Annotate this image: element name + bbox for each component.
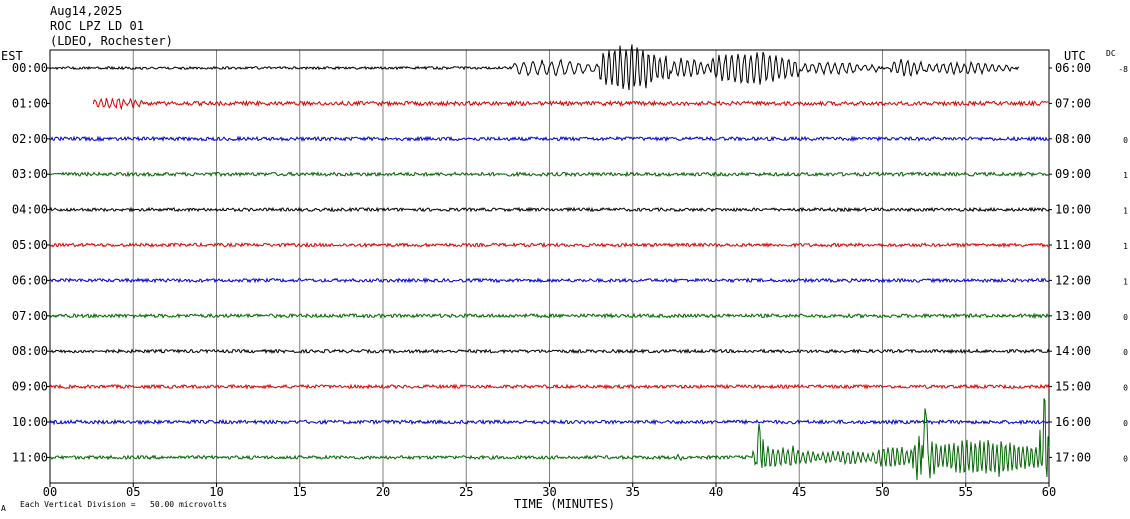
dc-value: 0 [1123,419,1128,428]
utc-label: 11:00 [1055,238,1091,252]
est-label: 01:00 [12,96,48,110]
x-tick-label: 05 [126,485,140,499]
x-tick-label: 55 [959,485,973,499]
est-label: 10:00 [12,415,48,429]
trace-0800 [49,348,1050,355]
x-axis-title: TIME (MINUTES) [514,497,615,511]
traces [49,44,1050,481]
est-label: 07:00 [12,309,48,323]
dc-value: 0 [1123,384,1128,393]
x-tick-label: 50 [875,485,889,499]
utc-label: 15:00 [1055,380,1091,394]
x-axis: 00 05 10 15 20 25 30 35 40 45 50 55 60 [43,483,1056,499]
est-label: 03:00 [12,167,48,181]
grid [132,50,967,483]
utc-label: 16:00 [1055,415,1091,429]
trace-0900 [49,383,1050,390]
trace-0200 [49,135,1050,143]
trace-1000 [49,418,1050,426]
x-tick-label: 30 [542,485,556,499]
date-label: Aug14,2025 [50,4,122,18]
utc-label: 08:00 [1055,132,1091,146]
dc-value: 0 [1123,313,1128,322]
x-tick-label: 40 [709,485,723,499]
dc-value: 0 [1123,348,1128,357]
left-axis-title: EST [1,49,23,63]
utc-label: 12:00 [1055,273,1091,287]
dc-title: DC [1106,49,1116,58]
est-label: 04:00 [12,203,48,217]
row-labels: 00:00 06:00 -8 01:00 07:00 02:00 08:00 0 03:00 09… [12,61,1128,464]
est-label: 02:00 [12,132,48,146]
scale-note: Each Vertical Division = 50.00 microvolt… [20,500,227,509]
utc-label: 06:00 [1055,61,1091,75]
x-tick-label: 60 [1042,485,1056,499]
trace-0300 [49,170,1050,178]
station-label: ROC LPZ LD 01 [50,19,144,33]
est-label: 05:00 [12,238,48,252]
x-tick-label: 10 [209,485,223,499]
x-tick-label: 25 [459,485,473,499]
utc-label: 09:00 [1055,167,1091,181]
utc-label: 10:00 [1055,203,1091,217]
trace-1100 [49,398,1050,481]
trace-0700 [49,312,1050,320]
est-label: 11:00 [12,450,48,464]
header: Aug14,2025 ROC LPZ LD 01 (LDEO, Rocheste… [50,4,173,48]
dc-value: 1 [1123,171,1128,180]
dc-value: 0 [1123,136,1128,145]
est-label: 06:00 [12,273,48,287]
dc-value: 0 [1123,454,1128,463]
x-tick-label: 35 [626,485,640,499]
est-label: 09:00 [12,380,48,394]
trace-0500 [49,241,1050,249]
dc-value: 1 [1123,242,1128,251]
trace-0400 [49,206,1050,213]
utc-label: 13:00 [1055,309,1091,323]
trace-0000 [49,44,1020,91]
utc-label: 17:00 [1055,450,1091,464]
x-tick-label: 20 [376,485,390,499]
utc-label: 07:00 [1055,96,1091,110]
est-label: 00:00 [12,61,48,75]
dc-value: 1 [1123,207,1128,216]
x-tick-label: 00 [43,485,57,499]
trace-0100 [92,97,1049,111]
utc-label: 14:00 [1055,344,1091,358]
est-label: 08:00 [12,344,48,358]
right-axis-title: UTC [1064,49,1086,63]
trace-0600 [49,277,1050,284]
x-tick-label: 15 [293,485,307,499]
dc-value: -8 [1118,65,1128,74]
dc-value: 1 [1123,277,1128,286]
network-label: (LDEO, Rochester) [50,34,173,48]
corner-mark: A [1,504,6,513]
x-tick-label: 45 [792,485,806,499]
